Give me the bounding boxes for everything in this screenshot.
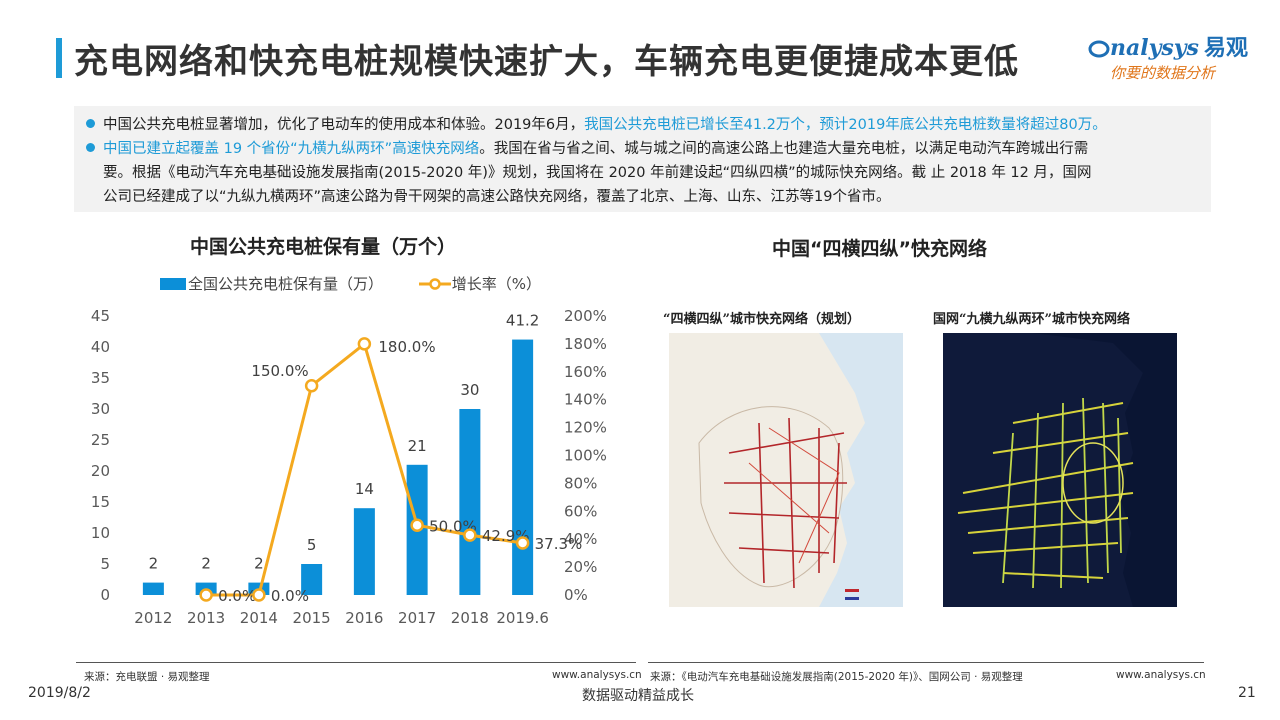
- growth-rate-point: [252, 588, 266, 602]
- summary-point-1-text: 中国公共充电桩显著增加，优化了电动车的使用成本和体验。2019年6月，: [103, 117, 585, 133]
- summary-point-1-highlight: 我国公共充电桩已增长至41.2万个，预计2019年底公共充电桩数量将超过80万。: [584, 117, 1107, 133]
- footer-right-url: www.analysys.cn: [1116, 669, 1206, 681]
- summary-point-1: 中国公共充电桩显著增加，优化了电动车的使用成本和体验。2019年6月，我国公共充…: [86, 112, 1107, 138]
- x-tick-label: 2019.6: [496, 609, 549, 627]
- bar-value-label: 2: [254, 555, 264, 573]
- y-left-tick-label: 40: [91, 338, 110, 356]
- y-right-tick-label: 60%: [564, 502, 597, 520]
- x-tick-label: 2017: [398, 609, 436, 627]
- x-tick-label: 2015: [293, 609, 331, 627]
- legend-bar-swatch: [160, 278, 186, 290]
- y-left-tick-label: 45: [91, 307, 110, 325]
- four-horizontal-four-vertical-map: [669, 333, 903, 607]
- y-right-tick-label: 100%: [564, 447, 607, 465]
- y-left-tick-label: 0: [100, 586, 110, 604]
- y-left-tick-label: 5: [100, 555, 110, 573]
- summary-point-2-text: 。我国在省与省之间、城与城之间的高速公路上也建造大量充电桩，以满足电动汽车跨城出…: [479, 141, 1089, 157]
- y-left-tick-label: 25: [91, 431, 110, 449]
- title-accent-bar: [56, 38, 62, 78]
- legend-line-swatch: [418, 278, 451, 290]
- x-tick-label: 2012: [134, 609, 172, 627]
- y-right-tick-label: 0%: [564, 586, 588, 604]
- footer-left-url: www.analysys.cn: [552, 669, 642, 681]
- bar: [301, 564, 323, 595]
- y-left-tick-label: 10: [91, 524, 110, 542]
- y-left-tick-label: 30: [91, 400, 110, 418]
- bar-value-label: 41.2: [506, 312, 539, 330]
- legend-bar-label: 全国公共充电桩保有量（万）: [188, 275, 384, 293]
- growth-rate-label: 150.0%: [251, 362, 308, 380]
- y-left-tick-label: 35: [91, 369, 110, 387]
- bullet-dot-icon: [86, 143, 95, 152]
- bar-value-label: 30: [460, 381, 479, 399]
- y-right-tick-label: 160%: [564, 363, 607, 381]
- growth-rate-label: 180.0%: [378, 338, 435, 356]
- y-right-tick-label: 40%: [564, 530, 597, 548]
- page-title: 充电网络和快充电桩规模快速扩大，车辆充电更便捷成本更低: [74, 42, 1019, 82]
- logo-brand-cn: 易观: [1204, 36, 1249, 61]
- footer-divider-right: [648, 662, 1204, 663]
- bar: [512, 339, 534, 595]
- logo-brand: nalysys: [1110, 35, 1199, 61]
- footer-page-number: 21: [1238, 685, 1256, 701]
- bar: [142, 582, 164, 595]
- chart-legend: 全国公共充电桩保有量（万） 增长率（%）: [160, 273, 541, 294]
- footer-date: 2019/8/2: [28, 685, 91, 701]
- charging-pile-chart: 0510152025303540450%20%40%60%80%100%120%…: [91, 307, 607, 627]
- bar: [353, 508, 375, 595]
- chart-title: 中国公共充电桩保有量（万个）: [190, 236, 457, 258]
- bar: [459, 409, 481, 595]
- summary-point-2-line-3: 公司已经建成了以“九纵九横两环”高速公路为骨干网架的高速公路快充网络，覆盖了北京…: [103, 189, 891, 205]
- map-section-title: 中国“四横四纵”快充网络: [772, 238, 987, 260]
- y-right-tick-label: 20%: [564, 558, 597, 576]
- x-tick-label: 2014: [240, 609, 278, 627]
- logo-slogan: 你要的数据分析: [1110, 64, 1216, 82]
- summary-point-2-line-2: 要。根据《电动汽车充电基础设施发展指南(2015-2020 年)》规划，我国将在…: [103, 165, 1092, 181]
- growth-rate-label: 37.3%: [535, 535, 583, 553]
- growth-rate-point: [304, 379, 319, 393]
- nine-horizontal-nine-vertical-map: [943, 333, 1177, 607]
- logo-swirl-icon: [1088, 40, 1110, 58]
- y-right-tick-label: 120%: [564, 419, 607, 437]
- footer-divider-left: [76, 662, 636, 663]
- growth-rate-label: 0.0%: [218, 587, 256, 605]
- bullet-dot-icon: [86, 119, 95, 128]
- summary-box: 中国公共充电桩显著增加，优化了电动车的使用成本和体验。2019年6月，我国公共充…: [74, 106, 1211, 212]
- x-tick-label: 2018: [451, 609, 489, 627]
- y-left-tick-label: 15: [91, 493, 110, 511]
- bar-value-label: 21: [408, 437, 427, 455]
- y-right-tick-label: 180%: [564, 335, 607, 353]
- y-right-tick-label: 200%: [564, 307, 607, 325]
- x-tick-label: 2013: [187, 609, 225, 627]
- growth-rate-point: [515, 536, 530, 550]
- legend-line-label: 增长率（%）: [451, 275, 542, 293]
- growth-rate-point: [357, 337, 372, 351]
- map-left-caption: “四横四纵”城市快充网络（规划）: [663, 312, 860, 327]
- bar-value-label: 2: [149, 555, 159, 573]
- footer-left-source: 来源：充电联盟 · 易观整理: [84, 671, 210, 683]
- y-left-tick-label: 20: [91, 462, 110, 480]
- growth-rate-point: [199, 588, 213, 602]
- y-right-tick-label: 140%: [564, 391, 607, 409]
- bar-value-label: 14: [355, 480, 374, 498]
- footer-right-source: 来源：《电动汽车充电基础设施发展指南(2015-2020 年)》、国网公司 · …: [650, 671, 1023, 683]
- bar-value-label: 5: [307, 536, 317, 554]
- summary-point-2: 中国已建立起覆盖 19 个省份“九横九纵两环”高速快充网络。我国在省与省之间、城…: [86, 136, 1088, 162]
- footer-tagline: 数据驱动精益成长: [582, 688, 694, 704]
- analysys-logo: nalysys 易观 你要的数据分析: [1088, 30, 1258, 82]
- summary-point-2-highlight: 中国已建立起覆盖 19 个省份“九横九纵两环”高速快充网络: [103, 141, 480, 157]
- growth-rate-point: [410, 518, 424, 532]
- map-right-caption: 国网“九横九纵两环”城市快充网络: [933, 312, 1130, 327]
- growth-rate-point: [463, 528, 477, 542]
- growth-rate-label: 0.0%: [271, 587, 309, 605]
- bar-value-label: 2: [201, 555, 211, 573]
- x-tick-label: 2016: [345, 609, 383, 627]
- y-right-tick-label: 80%: [564, 474, 597, 492]
